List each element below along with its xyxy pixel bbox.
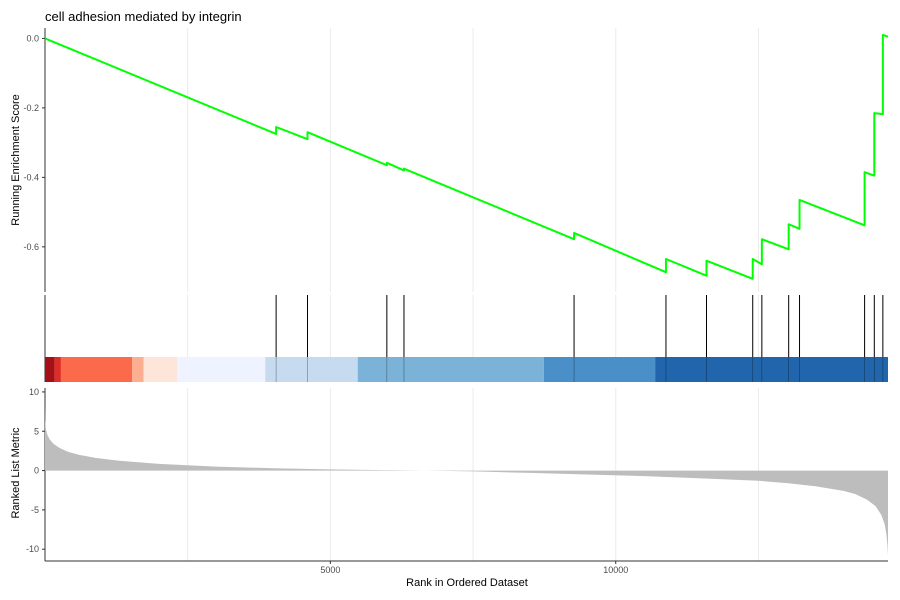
ranked-metric-area	[45, 403, 888, 556]
color-bar-segment	[54, 357, 61, 382]
ranked-metric-panel	[45, 403, 888, 556]
color-bar-segment	[143, 357, 178, 382]
grid-layer	[187, 28, 759, 561]
axes-layer: 0.0 -0.2 -0.4 -0.6 10 5 0 -5 -10 5000 10000	[23, 28, 888, 575]
es-y-tick-label: 0.0	[26, 33, 39, 43]
metric-y-tick-label: 10	[29, 387, 39, 397]
metric-y-tick-label: 5	[34, 426, 39, 436]
color-bar-segment	[357, 357, 544, 382]
running-score-axis-title: Running Enrichment Score	[10, 94, 22, 225]
metric-y-tick-label: -5	[31, 505, 39, 515]
es-y-tick-label: -0.4	[23, 172, 39, 182]
es-y-tick-label: -0.2	[23, 103, 39, 113]
es-y-tick-label: -0.6	[23, 242, 39, 252]
color-bar-segment	[132, 357, 144, 382]
color-bar-segment	[60, 357, 133, 382]
x-tick-label: 5000	[320, 565, 340, 575]
metric-y-tick-label: -10	[26, 544, 39, 554]
color-bar-segment	[177, 357, 266, 382]
ranked-metric-axis-title: Ranked List Metric	[10, 427, 22, 519]
running-score-line	[44, 33, 889, 280]
color-bar-segment	[543, 357, 656, 382]
color-bar-segment	[45, 357, 55, 382]
chart-title: cell adhesion mediated by integrin	[45, 9, 242, 24]
color-bar-panel	[45, 357, 888, 382]
running-score-panel	[44, 33, 889, 280]
metric-y-tick-label: 0	[34, 466, 39, 476]
color-bar-segment	[655, 357, 888, 382]
x-axis-title: Rank in Ordered Dataset	[406, 577, 528, 589]
x-tick-label: 10000	[603, 565, 628, 575]
color-bar-segment	[265, 357, 358, 382]
